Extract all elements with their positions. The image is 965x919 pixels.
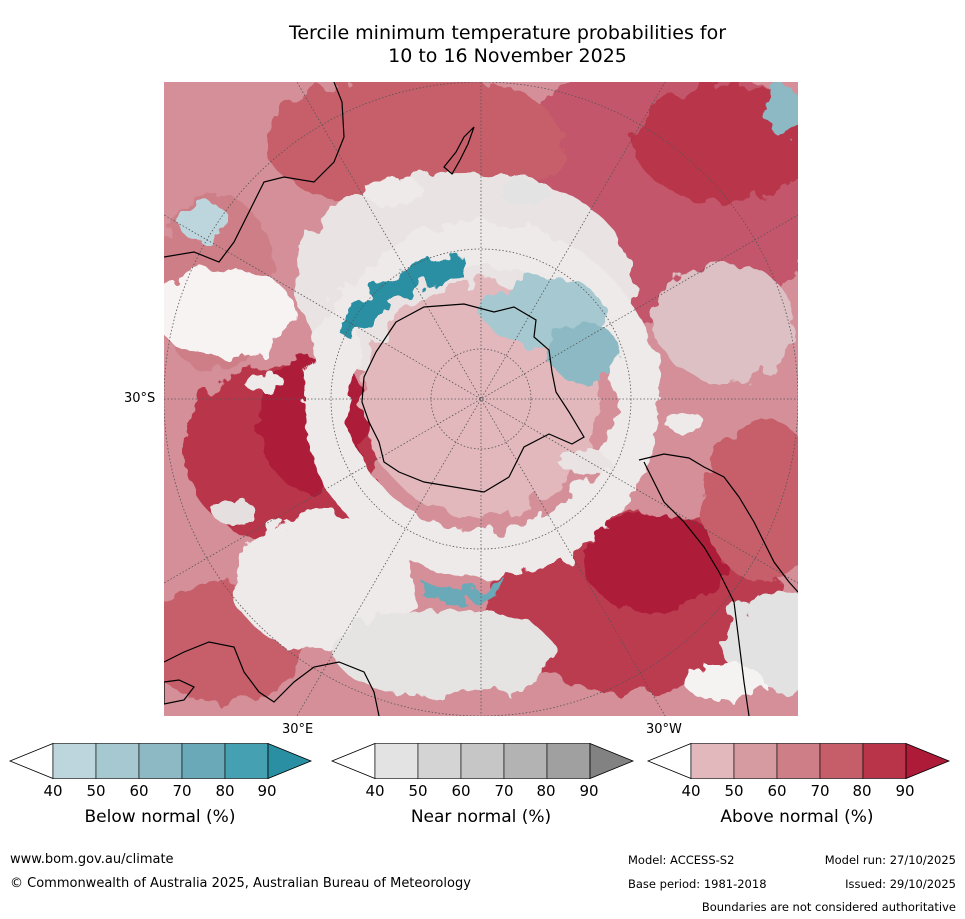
near-swatch [460, 743, 505, 779]
below-swatch [52, 743, 97, 779]
below-tick: 70 [172, 782, 192, 800]
madagascar-coast [164, 679, 195, 705]
near-extend-low [330, 742, 376, 780]
below-extend-high [267, 742, 313, 780]
colorbar-below [8, 742, 313, 780]
below-tick: 80 [215, 782, 235, 800]
lat-label-30s: 30°S [124, 391, 156, 406]
below-normal-label: Below normal (%) [84, 807, 236, 827]
above-tick: 60 [767, 782, 787, 800]
above-tick: 40 [681, 782, 701, 800]
probability-map [164, 82, 798, 716]
colorbar-above-swatches [646, 742, 951, 780]
copyright-text: © Commonwealth of Australia 2025, Austra… [10, 876, 471, 891]
above-extend-high [905, 742, 951, 780]
above-swatch [690, 743, 735, 779]
model-name: Model: ACCESS-S2 [628, 853, 735, 867]
colorbar-below-swatches [8, 742, 313, 780]
above-normal-label: Above normal (%) [720, 807, 874, 827]
below-swatch [224, 743, 269, 779]
website-link[interactable]: www.bom.gov.au/climate [10, 852, 174, 867]
near-tick: 80 [536, 782, 556, 800]
model-run-date: Model run: 27/10/2025 [824, 853, 956, 867]
colorbar-near-swatches [330, 742, 635, 780]
title-line-2: 10 to 16 November 2025 [388, 45, 627, 67]
new-zealand-coast [443, 126, 475, 175]
near-tick: 50 [408, 782, 428, 800]
below-swatch [95, 743, 140, 779]
above-tick: 80 [852, 782, 872, 800]
above-extend-low [646, 742, 692, 780]
near-swatch [417, 743, 462, 779]
above-swatch [862, 743, 907, 779]
below-swatch [138, 743, 183, 779]
above-tick: 50 [724, 782, 744, 800]
lon-label-30w: 30°W [646, 722, 682, 737]
graticule [164, 82, 798, 716]
below-tick: 90 [257, 782, 277, 800]
colorbar-near [330, 742, 635, 780]
below-tick: 40 [43, 782, 63, 800]
above-tick: 70 [810, 782, 830, 800]
below-extend-low [8, 742, 54, 780]
near-tick: 90 [579, 782, 599, 800]
map-canvas [164, 82, 798, 716]
near-normal-label: Near normal (%) [410, 807, 552, 827]
near-tick: 40 [365, 782, 385, 800]
above-swatch [733, 743, 778, 779]
near-tick: 60 [451, 782, 471, 800]
below-swatch [181, 743, 226, 779]
colorbar-above [646, 742, 951, 780]
australia-coast [164, 82, 345, 263]
antarctica-coast [361, 303, 585, 493]
issued-date: Issued: 29/10/2025 [845, 877, 956, 891]
near-swatch [374, 743, 419, 779]
above-swatch [819, 743, 864, 779]
speckle-field [212, 178, 764, 700]
boundaries-disclaimer: Boundaries are not considered authoritat… [701, 900, 956, 914]
title-line-1: Tercile minimum temperature probabilitie… [288, 22, 727, 44]
coastlines [164, 82, 798, 716]
south-america-west-coast [643, 461, 750, 716]
lon-label-30e: 30°E [282, 722, 314, 737]
below-tick: 60 [129, 782, 149, 800]
near-swatch [503, 743, 548, 779]
near-swatch [546, 743, 591, 779]
above-swatch [776, 743, 821, 779]
south-america-coast [638, 453, 798, 593]
near-tick: 70 [494, 782, 514, 800]
base-period: Base period: 1981-2018 [628, 877, 767, 891]
map-title: Tercile minimum temperature probabilitie… [200, 22, 815, 68]
africa-coast [164, 641, 380, 716]
below-tick: 50 [86, 782, 106, 800]
above-tick: 90 [895, 782, 915, 800]
near-extend-high [589, 742, 635, 780]
